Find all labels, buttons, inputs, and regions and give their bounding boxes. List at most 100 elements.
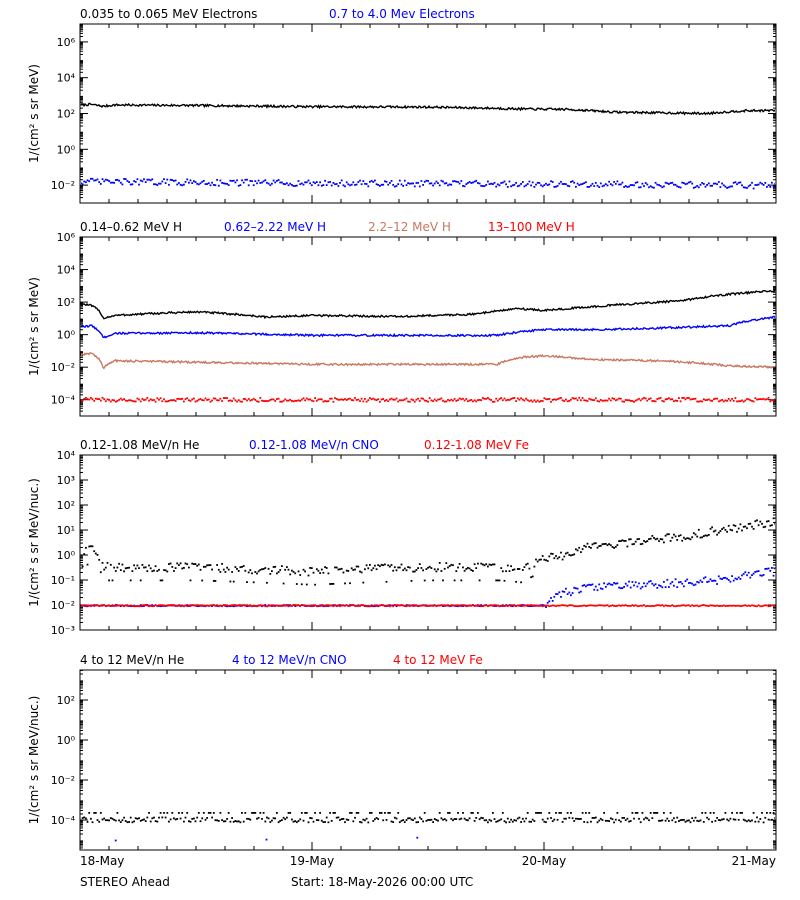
data-point	[737, 604, 740, 607]
data-point	[314, 812, 316, 814]
data-point	[716, 604, 718, 607]
data-point	[412, 182, 414, 185]
data-point	[435, 819, 438, 821]
data-point	[239, 604, 242, 606]
data-point	[465, 568, 468, 570]
data-point	[181, 567, 184, 570]
data-point	[113, 399, 115, 402]
data-point	[168, 400, 170, 402]
data-point	[427, 566, 429, 569]
data-point	[626, 399, 629, 402]
data-point	[702, 183, 705, 185]
data-point	[689, 398, 692, 401]
data-point	[766, 567, 768, 570]
data-point	[322, 400, 325, 403]
data-point	[463, 399, 466, 402]
data-point	[540, 812, 542, 814]
data-point	[523, 566, 526, 568]
data-point	[638, 817, 640, 820]
data-point	[501, 605, 504, 607]
data-point	[521, 398, 524, 401]
data-point	[305, 812, 308, 814]
data-point	[734, 181, 737, 184]
data-point	[149, 179, 152, 182]
data-point	[769, 812, 772, 814]
data-point	[247, 571, 250, 574]
data-point	[636, 605, 639, 608]
data-point	[712, 604, 715, 607]
data-point	[696, 819, 699, 822]
data-point	[320, 398, 323, 401]
data-point	[543, 820, 546, 823]
data-point	[510, 818, 512, 821]
data-point	[256, 400, 258, 403]
data-point	[737, 818, 740, 821]
data-point	[633, 605, 635, 607]
data-point	[447, 604, 449, 607]
data-point	[495, 579, 498, 582]
data-point	[377, 184, 380, 186]
data-point	[158, 568, 160, 571]
y-tick-label: 10¹	[57, 524, 75, 537]
data-point	[246, 581, 248, 583]
data-point	[699, 579, 702, 582]
data-point	[609, 399, 612, 402]
data-point	[222, 182, 225, 185]
data-point	[754, 520, 757, 523]
data-point	[379, 812, 381, 814]
data-point	[370, 605, 373, 607]
data-point	[480, 562, 483, 565]
data-point	[98, 181, 101, 183]
data-point	[354, 184, 356, 186]
data-point	[269, 604, 272, 607]
data-point	[179, 817, 182, 820]
data-point	[593, 399, 596, 401]
data-point	[189, 179, 192, 182]
data-point	[262, 180, 265, 183]
data-point	[428, 565, 431, 568]
data-point	[653, 605, 655, 607]
data-point	[227, 605, 230, 608]
data-point	[246, 605, 248, 608]
data-point	[769, 570, 772, 572]
data-point	[611, 818, 614, 821]
data-point	[221, 182, 223, 184]
data-point	[266, 400, 268, 402]
data-point	[503, 579, 506, 582]
data-point	[236, 568, 238, 570]
data-point	[276, 572, 278, 575]
data-point	[158, 398, 160, 401]
data-point	[752, 812, 755, 814]
data-point	[506, 605, 509, 607]
data-point	[216, 604, 218, 606]
data-point	[581, 397, 584, 399]
data-point	[96, 178, 99, 181]
data-point	[590, 820, 592, 823]
data-point	[445, 182, 448, 184]
data-point	[659, 604, 662, 607]
data-point	[384, 180, 386, 183]
data-point	[678, 820, 680, 822]
data-point	[217, 184, 220, 187]
data-point	[772, 399, 775, 402]
data-point	[352, 820, 355, 823]
data-point	[354, 816, 356, 819]
data-point	[492, 183, 494, 185]
data-point	[159, 579, 162, 582]
data-point	[526, 812, 529, 814]
data-point	[201, 399, 204, 401]
data-point	[485, 563, 488, 566]
series-1	[81, 102, 775, 116]
data-point	[734, 525, 737, 527]
data-point	[626, 545, 629, 548]
data-point	[141, 180, 144, 183]
data-point	[344, 582, 346, 585]
data-point	[583, 182, 586, 184]
data-point	[202, 812, 205, 814]
data-point	[171, 399, 174, 402]
data-point	[583, 604, 586, 607]
y-tick-label: 10⁻¹	[51, 574, 75, 587]
data-point	[741, 184, 743, 187]
plot-frame	[79, 236, 777, 417]
data-point	[593, 588, 596, 591]
